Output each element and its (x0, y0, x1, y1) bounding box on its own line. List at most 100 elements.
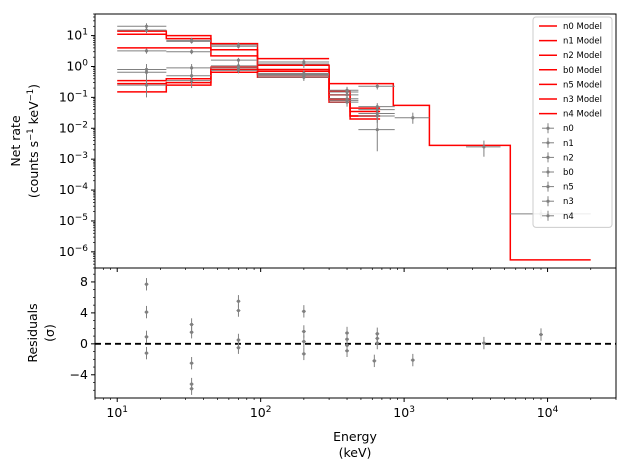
residual-marker (189, 361, 194, 365)
data-point-n4-2 (210, 67, 258, 74)
data-point-n4-1 (166, 75, 211, 89)
x-tick-label: 103 (393, 405, 415, 420)
residual-marker (345, 349, 349, 353)
top-y-tick-label: 100 (66, 58, 88, 73)
residual-marker (375, 341, 379, 345)
data-marker (144, 70, 149, 74)
data-point-n2-2 (210, 57, 258, 63)
bottom-y-axis-label-line1: Residuals (25, 303, 40, 362)
legend-data-label: n2 (563, 153, 574, 163)
residual-marker (144, 335, 149, 339)
residual-marker (236, 338, 241, 342)
top-y-tick-label: 10−6 (59, 244, 88, 259)
top-y-tick-label: 10−3 (59, 151, 88, 166)
data-marker (236, 68, 241, 72)
legend-model-label: b0 Model (563, 66, 602, 76)
x-tick-label: 102 (250, 405, 272, 420)
legend-data-marker (546, 126, 550, 130)
data-marker (189, 78, 194, 83)
data-marker (375, 84, 379, 88)
data-point-n1-2 (210, 43, 258, 49)
top-y-axis-label-line1: Net rate (8, 115, 23, 167)
residual-point-27 (538, 328, 543, 341)
x-tick-label: 104 (537, 405, 559, 420)
data-marker (375, 111, 379, 116)
top-y-tick-label: 101 (66, 28, 88, 43)
residual-y-tick-label: 4 (80, 305, 88, 320)
residual-marker (302, 329, 306, 334)
residual-marker (539, 332, 543, 337)
data-marker (375, 128, 379, 132)
residual-point-0 (144, 278, 149, 291)
residual-point-16 (301, 347, 306, 361)
legend-data-label: n1 (563, 139, 574, 149)
data-point-n4-5 (358, 109, 395, 119)
data-point-n1-5 (358, 83, 395, 90)
data-marker (411, 116, 415, 120)
residual-marker (144, 310, 149, 314)
data-point-b0-2 (394, 112, 430, 124)
residual-marker (482, 341, 486, 345)
top-y-tick-label: 10−4 (59, 182, 88, 197)
residual-y-tick-label: 0 (80, 336, 88, 351)
residual-marker (372, 359, 376, 363)
data-marker (345, 98, 349, 102)
residual-marker (144, 282, 149, 286)
bottom-panel-frame (94, 267, 617, 399)
data-marker (144, 28, 149, 32)
legend-data-marker (546, 155, 550, 159)
data-marker (302, 60, 306, 64)
residual-point-10 (236, 304, 241, 317)
legend-box (532, 16, 613, 228)
legend-model-label: n0 Model (563, 22, 602, 32)
legend: n0 Model n1 Model n2 Model b0 Model n5 Model… (532, 16, 613, 228)
data-marker (236, 58, 241, 62)
residual-point-1 (144, 305, 149, 319)
legend-model-label: n4 Model (563, 110, 602, 120)
data-point-n1-1 (166, 37, 211, 43)
data-point-n4-0 (117, 77, 167, 98)
data-marker (189, 66, 194, 70)
residual-point-24 (375, 336, 380, 350)
residual-marker (236, 299, 241, 303)
legend-model-label: n2 Model (563, 51, 602, 61)
legend-data-label: n4 (563, 212, 574, 222)
data-marker (482, 145, 486, 149)
data-marker (189, 38, 194, 42)
data-point-n1-3 (257, 58, 330, 66)
data-point-n1-0 (117, 27, 167, 34)
legend-data-label: n0 (563, 124, 574, 134)
top-y-tick-label: 10−2 (59, 120, 88, 135)
data-marker (345, 90, 349, 94)
residual-marker (302, 309, 306, 313)
residual-point-3 (144, 346, 149, 360)
legend-data-marker (546, 141, 550, 145)
residual-marker (411, 358, 415, 362)
legend-model-label: n3 Model (563, 95, 602, 105)
data-point-b0-3 (465, 140, 501, 157)
model-curve-b0-model (329, 82, 591, 261)
residual-marker (189, 330, 194, 334)
residuals-panel: 8 4 0 −4 101 102 103 104 (70, 267, 617, 420)
residual-point-5 (189, 326, 194, 339)
data-marker (189, 50, 194, 54)
residual-marker (144, 351, 149, 355)
residual-marker (302, 352, 306, 356)
legend-data-label: n5 (563, 183, 574, 193)
top-y-tick-label: 10−5 (59, 213, 88, 228)
residual-point-12 (236, 341, 241, 354)
data-marker (144, 49, 149, 53)
data-point-n2-1 (166, 49, 211, 55)
residual-marker (236, 346, 241, 350)
residual-point-25 (410, 353, 415, 367)
top-y-axis-label-line2: (counts s−1 keV−1) (26, 84, 41, 198)
data-marker (302, 75, 306, 79)
residual-marker (302, 339, 306, 344)
data-point-n2-0 (117, 48, 167, 54)
data-marker (144, 24, 149, 28)
data-point-n4-3 (257, 74, 330, 81)
count-rate-panel: 101 100 10−1 10−2 10−3 10−4 10−5 10−6 (59, 13, 617, 272)
bottom-y-axis-label-line2: (σ) (42, 324, 57, 342)
legend-data-label: n3 (563, 197, 574, 207)
residual-point-13 (301, 305, 306, 318)
